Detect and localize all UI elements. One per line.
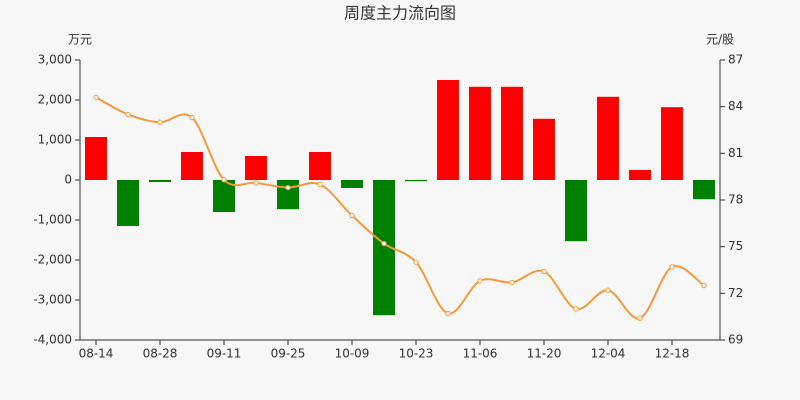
- chart-title: 周度主力流向图: [344, 4, 456, 23]
- bar: [565, 180, 587, 242]
- bar: [341, 180, 363, 188]
- bar: [149, 180, 171, 182]
- y-tick-label: 2,000: [38, 93, 72, 107]
- price-point: [413, 259, 419, 265]
- x-tick-label: 12-04: [591, 347, 626, 361]
- y-axis-unit: 万元: [68, 33, 92, 47]
- y2-axis-unit: 元/股: [706, 33, 734, 47]
- x-tick-label: 10-23: [399, 347, 434, 361]
- bar: [85, 137, 107, 180]
- y-tick-label: -4,000: [33, 333, 72, 347]
- price-point: [573, 306, 579, 312]
- bar: [373, 180, 395, 316]
- x-tick-label: 11-20: [527, 347, 562, 361]
- y-tick-label: -1,000: [33, 213, 72, 227]
- y2-tick-label: 78: [728, 193, 743, 207]
- bar: [277, 180, 299, 210]
- y-tick-label: -3,000: [33, 293, 72, 307]
- y2-tick-label: 84: [728, 99, 743, 113]
- y-tick-label: -2,000: [33, 253, 72, 267]
- x-tick-label: 09-11: [207, 347, 242, 361]
- price-point: [381, 240, 387, 247]
- y2-tick-label: 75: [728, 239, 743, 253]
- y2-tick-label: 72: [728, 286, 743, 300]
- price-point: [253, 180, 259, 186]
- price-point: [445, 310, 451, 317]
- price-point: [605, 287, 611, 293]
- y-tick-label: 1,000: [38, 133, 72, 147]
- price-point: [93, 94, 99, 101]
- x-tick-label: 11-06: [463, 347, 498, 361]
- bar: [405, 180, 427, 182]
- bar: [597, 96, 619, 180]
- x-tick-label: 10-09: [335, 347, 370, 361]
- price-point: [637, 315, 643, 321]
- x-tick-label: 12-18: [655, 347, 690, 361]
- x-tick-label: 09-25: [271, 347, 306, 361]
- price-point: [157, 119, 163, 125]
- bar: [469, 86, 491, 180]
- price-point: [541, 268, 547, 275]
- price-point: [701, 282, 707, 289]
- bar: [309, 152, 331, 180]
- y-tick-label: 3,000: [38, 53, 72, 67]
- price-point: [221, 177, 227, 183]
- y2-tick-label: 69: [728, 333, 743, 347]
- price-point: [285, 184, 291, 191]
- x-tick-label: 08-14: [79, 347, 114, 361]
- price-point: [189, 114, 195, 121]
- price-point: [509, 279, 515, 286]
- bar: [661, 107, 683, 180]
- x-tick-label: 08-28: [143, 347, 178, 361]
- bar: [501, 86, 523, 180]
- bar: [437, 80, 459, 180]
- bar: [629, 170, 651, 180]
- y2-tick-label: 87: [728, 53, 743, 67]
- bar: [693, 180, 715, 200]
- bar: [181, 152, 203, 180]
- bar: [533, 118, 555, 180]
- bar: [213, 180, 235, 212]
- price-point: [125, 111, 131, 118]
- bar: [245, 156, 267, 180]
- y-tick-label: 0: [64, 173, 72, 187]
- price-point: [669, 264, 675, 270]
- bar: [117, 180, 139, 226]
- price-point: [317, 181, 323, 188]
- price-point: [477, 278, 483, 284]
- y2-tick-label: 81: [728, 146, 743, 160]
- price-point: [349, 212, 355, 219]
